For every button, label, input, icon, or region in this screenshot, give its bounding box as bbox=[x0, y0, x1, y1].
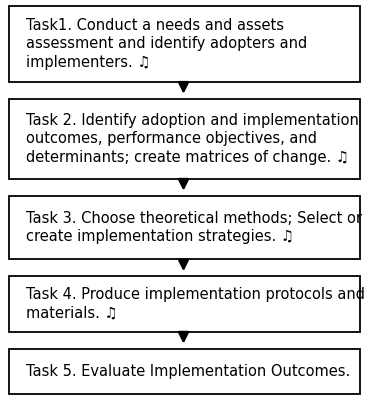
Text: Task 2. Identify adoption and implementation
outcomes, performance objectives, a: Task 2. Identify adoption and implementa… bbox=[26, 113, 359, 165]
Bar bbox=[9, 349, 360, 394]
Text: Task 4. Produce implementation protocols and
materials. ♫: Task 4. Produce implementation protocols… bbox=[26, 287, 365, 321]
Bar bbox=[9, 276, 360, 332]
Bar bbox=[9, 196, 360, 259]
Text: Task 3. Choose theoretical methods; Select or
create implementation strategies. : Task 3. Choose theoretical methods; Sele… bbox=[26, 211, 362, 244]
Text: Task 5. Evaluate Implementation Outcomes.: Task 5. Evaluate Implementation Outcomes… bbox=[26, 364, 350, 379]
Bar bbox=[9, 6, 360, 82]
Bar bbox=[9, 99, 360, 179]
Text: Task1. Conduct a needs and assets
assessment and identify adopters and
implement: Task1. Conduct a needs and assets assess… bbox=[26, 18, 307, 70]
